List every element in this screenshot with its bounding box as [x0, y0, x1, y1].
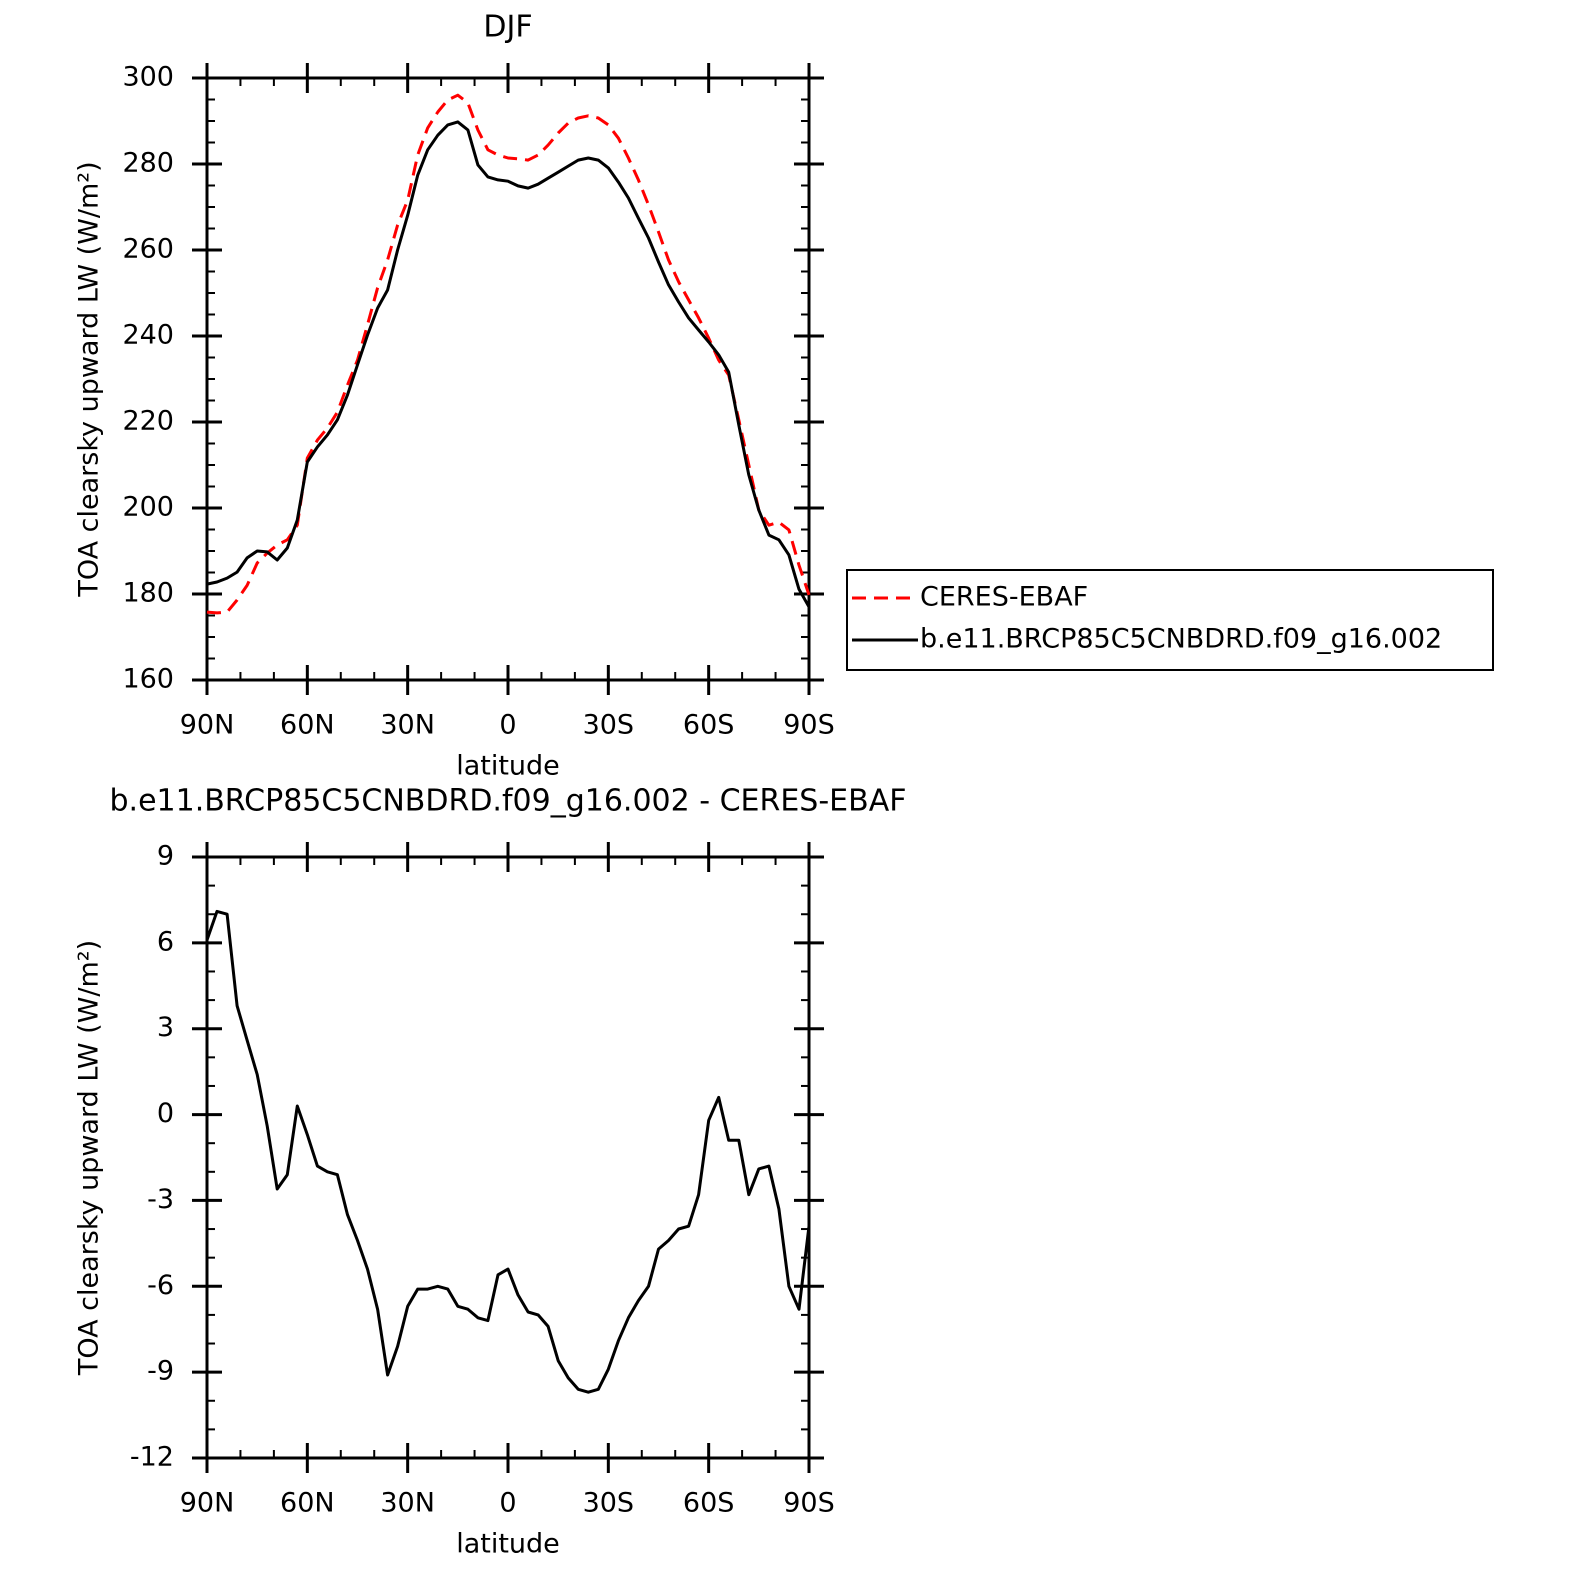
y-axis-label: TOA clearsky upward LW (W/m²) — [74, 940, 105, 1376]
y-tick-label: -6 — [147, 1270, 174, 1301]
x-tick-label: 60S — [683, 710, 735, 741]
x-tick-label: 60S — [683, 1488, 735, 1519]
x-tick-label: 30N — [380, 710, 435, 741]
y-tick-label: 180 — [122, 578, 174, 609]
y-tick-label: 9 — [157, 841, 174, 872]
y-tick-label: 160 — [122, 664, 174, 695]
plot-frame — [205, 855, 811, 1460]
y-tick-label: 280 — [122, 148, 174, 179]
data-line — [205, 909, 811, 1394]
chart-title: DJF — [483, 10, 532, 45]
x-tick-label: 0 — [499, 1488, 516, 1519]
y-tick-label: 200 — [122, 492, 174, 523]
x-tick-label: 90S — [783, 710, 835, 741]
legend-label: CERES-EBAF — [920, 582, 1088, 613]
x-tick-label: 0 — [499, 710, 516, 741]
x-axis-label: latitude — [456, 1529, 560, 1560]
x-tick-label: 30N — [380, 1488, 435, 1519]
y-tick-label: -12 — [130, 1442, 174, 1473]
x-tick-label: 60N — [280, 710, 335, 741]
x-tick-label: 90N — [180, 710, 235, 741]
y-tick-label: 6 — [157, 926, 174, 957]
y-tick-label: 300 — [122, 62, 174, 93]
y-axis-label: TOA clearsky upward LW (W/m²) — [74, 161, 105, 597]
y-tick-label: 260 — [122, 234, 174, 265]
y-tick-label: 3 — [157, 1012, 174, 1043]
legend-box — [846, 569, 1494, 671]
legend-label: b.e11.BRCP85C5CNBDRD.f09_g16.002 — [920, 624, 1442, 655]
data-line — [206, 93, 811, 615]
x-tick-label: 30S — [583, 1488, 635, 1519]
x-axis-label: latitude — [456, 751, 560, 782]
x-tick-label: 90S — [783, 1488, 835, 1519]
data-line — [206, 120, 811, 608]
plot-frame — [205, 76, 811, 682]
x-tick-label: 90N — [180, 1488, 235, 1519]
y-tick-label: 220 — [122, 406, 174, 437]
y-tick-label: 240 — [122, 320, 174, 351]
y-tick-label: -9 — [147, 1356, 174, 1387]
y-tick-label: 0 — [157, 1098, 174, 1129]
x-tick-label: 30S — [583, 710, 635, 741]
x-tick-label: 60N — [280, 1488, 335, 1519]
y-tick-label: -3 — [147, 1184, 174, 1215]
chart-title: b.e11.BRCP85C5CNBDRD.f09_g16.002 - CERES… — [109, 784, 906, 819]
